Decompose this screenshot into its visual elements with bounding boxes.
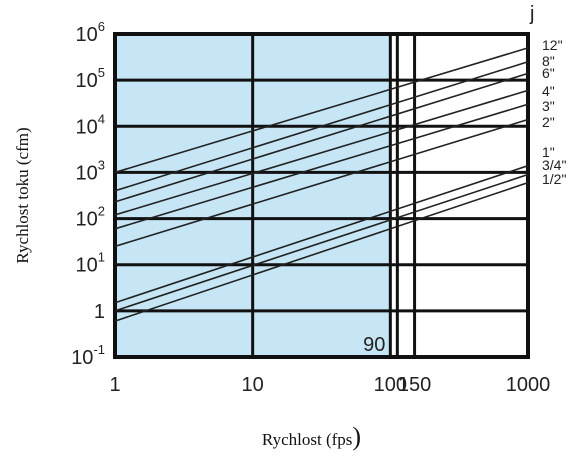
series-label: 1" — [542, 144, 555, 160]
series-line — [114, 103, 529, 230]
x-tick-label: 10 — [242, 374, 264, 396]
x-axis-label: Rychlost (fps) — [262, 422, 361, 451]
y-tick-label: 103 — [76, 157, 105, 184]
series-labels: 12"8"6" 4"3"2" 1"3/4"1/2" — [542, 37, 566, 187]
series-label: 12" — [542, 37, 563, 53]
y-tick-label: 105 — [76, 65, 105, 92]
series-label: 3" — [542, 98, 555, 114]
series-line — [114, 61, 529, 192]
y-tick-labels: 10-1 1 101 102 103 104 105 106 — [71, 19, 105, 369]
y-tick-label: 106 — [76, 19, 105, 46]
series-line — [114, 181, 529, 322]
series-label: 8" — [542, 53, 555, 69]
y-axis-label: Rychlost toku (cfm) — [13, 127, 32, 263]
x-axis-label-text: Rychlost (fps — [262, 430, 352, 449]
series-line — [114, 164, 529, 304]
series-lines — [114, 47, 529, 322]
series-line — [114, 47, 529, 174]
series-line — [114, 72, 529, 203]
series-label: 4" — [542, 83, 555, 99]
y-tick-label: 101 — [76, 250, 105, 277]
y-tick-label: 1 — [94, 301, 105, 323]
series-label: 2" — [542, 114, 555, 130]
series-line — [114, 173, 529, 312]
plot-frame — [113, 32, 530, 359]
series-line — [114, 118, 529, 248]
x-tick-label: 1000 — [506, 374, 551, 396]
y-tick-label: 10-1 — [71, 342, 105, 369]
annotation-label: 90 — [363, 334, 385, 356]
x-tick-label: 150 — [398, 374, 431, 396]
grid — [113, 32, 530, 359]
series-label: 3/4" — [542, 157, 566, 173]
plot-area — [113, 32, 530, 359]
y-tick-label: 104 — [76, 111, 105, 138]
y-tick-label: 102 — [76, 204, 105, 231]
series-label: 6" — [542, 65, 555, 81]
series-line — [114, 89, 529, 216]
x-axis-label-paren: ) — [352, 422, 361, 451]
series-label: 1/2" — [542, 171, 566, 187]
corner-mark: j — [529, 3, 534, 25]
x-tick-label: 100 — [374, 374, 407, 396]
x-tick-label: 1 — [109, 374, 120, 396]
